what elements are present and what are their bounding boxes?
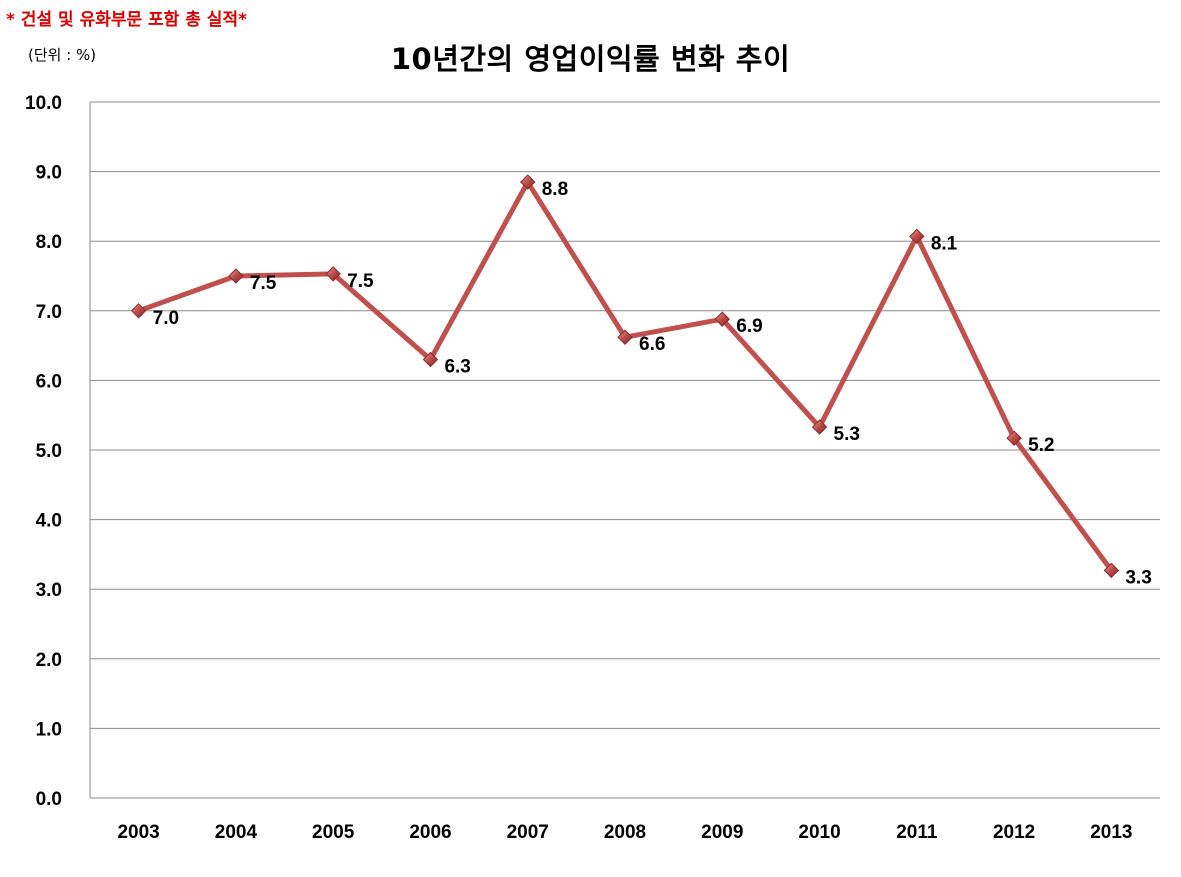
- data-label: 5.3: [834, 424, 860, 445]
- y-tick-label: 0.0: [36, 789, 62, 810]
- y-tick-label: 8.0: [36, 232, 62, 253]
- data-label: 6.9: [736, 316, 762, 337]
- series-line-layer: [136, 179, 1114, 573]
- chart-title: 10년간의 영업이익률 변화 추이: [390, 42, 791, 76]
- x-tick-label: 2007: [507, 822, 549, 843]
- y-tick-labels: 0.0 1.0 2.0 3.0 4.0 5.0 6.0 7.0 8.0 9.0 10.0: [25, 93, 62, 810]
- data-point: [714, 311, 730, 327]
- data-label: 3.3: [1125, 567, 1151, 588]
- x-tick-label: 2009: [701, 822, 743, 843]
- x-tick-label: 2012: [993, 822, 1035, 843]
- y-tick-label: 4.0: [36, 511, 62, 532]
- data-point: [617, 329, 633, 345]
- data-label: 8.8: [542, 179, 568, 200]
- data-point: [1006, 430, 1022, 446]
- x-tick-label: 2011: [896, 822, 938, 843]
- data-point: [130, 303, 147, 319]
- data-point: [228, 268, 244, 284]
- y-tick-label: 10.0: [25, 93, 62, 114]
- data-label: 5.2: [1028, 435, 1054, 456]
- x-tick-label: 2010: [798, 822, 840, 843]
- data-label: 8.1: [931, 233, 958, 254]
- x-tick-labels: 2003 2004 2005 2006 2007 2008 2009 2010 2011 2012…: [117, 822, 1132, 843]
- data-point: [325, 266, 341, 282]
- data-labels: 7.0 7.5 7.5 6.3 8.8 6.6 6.9 5.3 8.1 5.2 3.3: [153, 179, 1152, 588]
- y-tick-label: 6.0: [36, 371, 62, 392]
- x-tick-label: 2004: [215, 822, 258, 843]
- data-label: 7.0: [153, 308, 179, 329]
- series-line: [136, 179, 1114, 573]
- data-point: [909, 228, 925, 245]
- chart-note: * 건설 및 유화부문 포함 총 실적*: [6, 10, 247, 30]
- data-label: 6.3: [444, 357, 470, 378]
- data-point: [1103, 562, 1120, 579]
- x-tick-label: 2005: [312, 822, 355, 843]
- y-tick-label: 9.0: [36, 163, 62, 184]
- data-point: [422, 351, 439, 368]
- data-point: [811, 419, 828, 435]
- data-points: [130, 174, 1120, 579]
- y-tick-label: 5.0: [36, 441, 62, 462]
- gridlines: [90, 101, 1160, 729]
- x-tick-label: 2003: [117, 822, 159, 843]
- unit-label: (단위 : %): [28, 46, 97, 64]
- data-point: [520, 174, 536, 190]
- y-tick-label: 1.0: [36, 719, 62, 740]
- data-label: 7.5: [347, 271, 374, 292]
- x-tick-label: 2008: [604, 822, 646, 843]
- x-tick-label: 2013: [1090, 822, 1132, 843]
- data-label: 7.5: [250, 273, 277, 294]
- y-tick-label: 7.0: [36, 302, 62, 323]
- y-tick-label: 3.0: [36, 580, 62, 601]
- axes: [89, 102, 1160, 799]
- y-tick-label: 2.0: [36, 650, 62, 671]
- x-tick-label: 2006: [409, 822, 451, 843]
- data-label: 6.6: [639, 334, 665, 355]
